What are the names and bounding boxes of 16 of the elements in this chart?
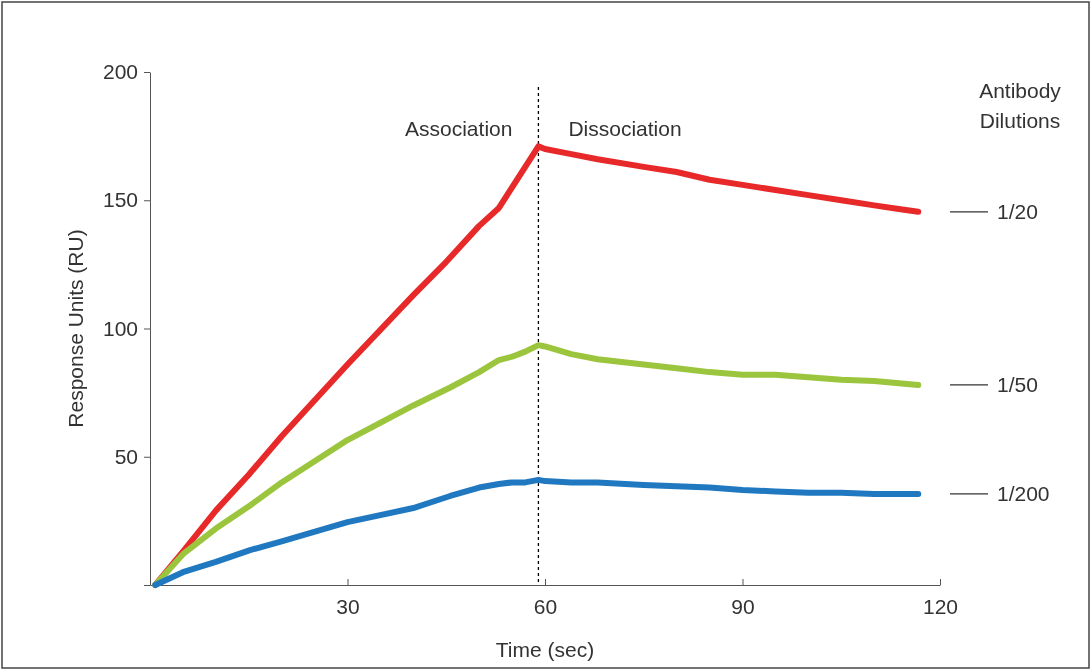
legend-title: Antibody Dilutions xyxy=(979,79,1062,132)
x-tick-label: 30 xyxy=(336,594,360,618)
y-axis-title: Response Units (RU) xyxy=(64,229,87,428)
x-axis-title: Time (sec) xyxy=(495,638,595,661)
y-tick-label: 100 xyxy=(102,316,138,340)
x-tick-label: 60 xyxy=(533,594,558,618)
x-tick-label: 90 xyxy=(731,594,755,618)
x-tick-label: 120 xyxy=(922,594,959,618)
annotation: Association xyxy=(405,117,513,140)
annotation: Dissociation xyxy=(568,117,682,140)
y-tick-label: 200 xyxy=(102,60,138,84)
text: 1/200 xyxy=(997,481,1050,505)
y-tick-label: 150 xyxy=(102,188,138,212)
text: 1/20 xyxy=(997,199,1038,223)
y-tick-label: 50 xyxy=(114,444,138,468)
text: 1/50 xyxy=(997,372,1038,396)
